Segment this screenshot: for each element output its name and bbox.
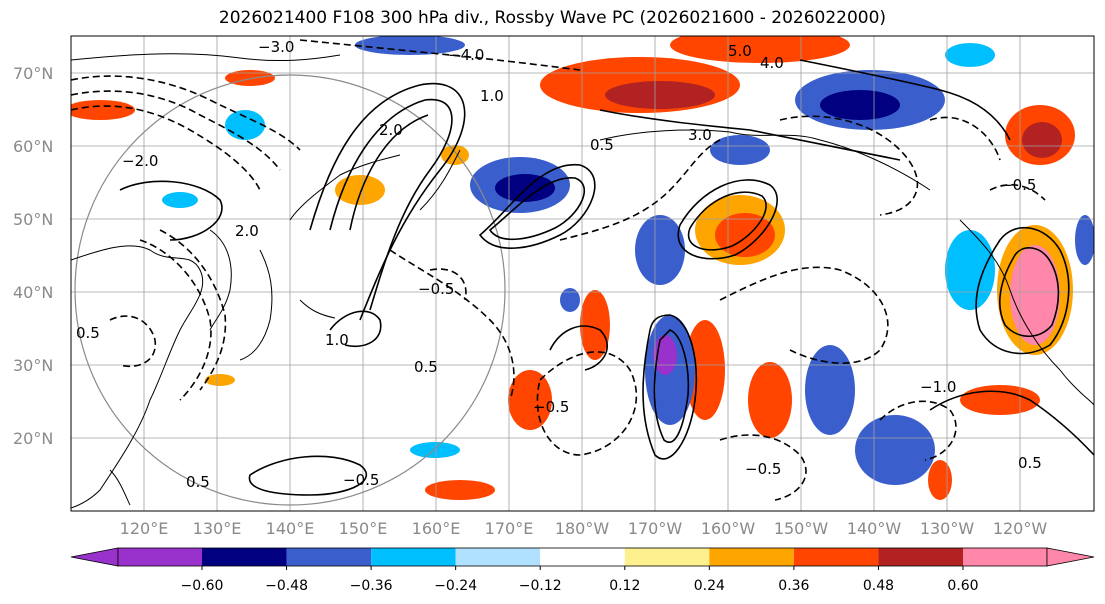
colorbar-tick-label: −0.60 (181, 578, 224, 594)
lon-label: 140°E (266, 519, 315, 538)
colorbar-bin (286, 548, 372, 566)
contour-label: 2.0 (379, 121, 403, 139)
lon-label: 120°W (993, 519, 1048, 538)
colorbar-tick-label: 0.60 (947, 578, 978, 594)
colorbar-bin (624, 548, 710, 566)
colorbar-bin (118, 548, 202, 566)
lon-label: 150°E (339, 519, 388, 538)
colorbar-bin (455, 548, 541, 566)
colorbar-tick-label: 0.12 (609, 578, 640, 594)
colorbar-bin (202, 548, 287, 566)
contour-label: 1.0 (480, 87, 504, 105)
map-panel: −3.0 −4.0 5.0 4.0 1.0 2.0 0.5 3.0 −2.0 2… (71, 36, 1094, 511)
colorbar-high-extension (1046, 547, 1095, 567)
contour-label: 0.5 (414, 358, 438, 376)
lat-label: 70°N (13, 64, 53, 83)
contour-label: 5.0 (728, 42, 752, 60)
contour-label: 0.5 (1018, 454, 1042, 472)
colorbar-tick-label: −0.12 (519, 578, 562, 594)
lat-label: 40°N (13, 283, 53, 302)
contour-label: −1.0 (920, 378, 956, 396)
contour-label: −0.5 (533, 398, 569, 416)
contour-label: 1.0 (325, 331, 349, 349)
lon-label: 170°E (485, 519, 534, 538)
contour-label: 4.0 (760, 54, 784, 72)
lon-label: 160°E (412, 519, 461, 538)
contour-label: −0.5 (343, 471, 379, 489)
colorbar-bin (540, 548, 625, 566)
colorbar-bin (709, 548, 794, 566)
lat-label: 60°N (13, 137, 53, 156)
lon-label: 160°W (701, 519, 756, 538)
colorbar-segments (117, 547, 1048, 567)
lon-label: 130°E (193, 519, 242, 538)
colorbar-low-extension (70, 547, 119, 567)
lat-label: 50°N (13, 210, 53, 229)
colorbar-bin (878, 548, 963, 566)
colorbar-tick-label: −0.24 (434, 578, 477, 594)
contour-label: 0.5 (186, 473, 210, 491)
contour-label: −0.5 (1000, 176, 1036, 194)
latitude-labels: 70°N 60°N 50°N 40°N 30°N 20°N (13, 64, 53, 448)
lon-label: 120°E (120, 519, 169, 538)
colorbar-tick-labels: −0.60 −0.48 −0.36 −0.24 −0.12 0.12 0.24 0.36 0.4… (181, 566, 979, 594)
positive-contours (119, 59, 1094, 496)
lat-label: 20°N (13, 429, 53, 448)
lat-label: 30°N (13, 356, 53, 375)
contour-label: 2.0 (235, 222, 259, 240)
colorbar-tick-label: 0.36 (778, 578, 809, 594)
contour-label: −0.5 (418, 280, 454, 298)
colorbar-bin (963, 548, 1047, 566)
contour-labels: −3.0 −4.0 5.0 4.0 1.0 2.0 0.5 3.0 −2.0 2… (76, 38, 1042, 491)
lon-label: 180°W (555, 519, 610, 538)
colorbar-tick-label: −0.48 (265, 578, 308, 594)
contour-label: −4.0 (448, 46, 484, 64)
lat-lon-grid (71, 36, 1094, 511)
contour-label: 3.0 (688, 126, 712, 144)
map-frame (70, 35, 1095, 512)
contour-label: −3.0 (258, 38, 294, 56)
lon-label: 170°W (628, 519, 683, 538)
lon-label: 130°W (920, 519, 975, 538)
lon-label: 140°W (847, 519, 902, 538)
contour-label: 0.5 (590, 136, 614, 154)
negative-contours (71, 39, 1046, 501)
coastlines (71, 53, 1094, 509)
colorbar-bin (371, 548, 456, 566)
colorbar-tick-label: 0.24 (694, 578, 725, 594)
lon-label: 150°W (774, 519, 829, 538)
contour-label: −2.0 (122, 152, 158, 170)
colorbar-bin (793, 548, 879, 566)
reference-circle (74, 74, 506, 506)
contour-label: −0.5 (745, 460, 781, 478)
contour-label: 0.5 (76, 324, 100, 342)
colorbar-tick-label: −0.36 (350, 578, 393, 594)
colorbar: −0.60 −0.48 −0.36 −0.24 −0.12 0.12 0.24 0.36 0.4… (70, 547, 1095, 594)
longitude-labels: 120°E 130°E 140°E 150°E 160°E 170°E 180°… (120, 519, 1048, 538)
map-title: 2026021400 F108 300 hPa div., Rossby Wav… (218, 8, 887, 28)
negative-divergence-areas (162, 36, 1094, 485)
colorbar-tick-label: 0.48 (863, 578, 894, 594)
